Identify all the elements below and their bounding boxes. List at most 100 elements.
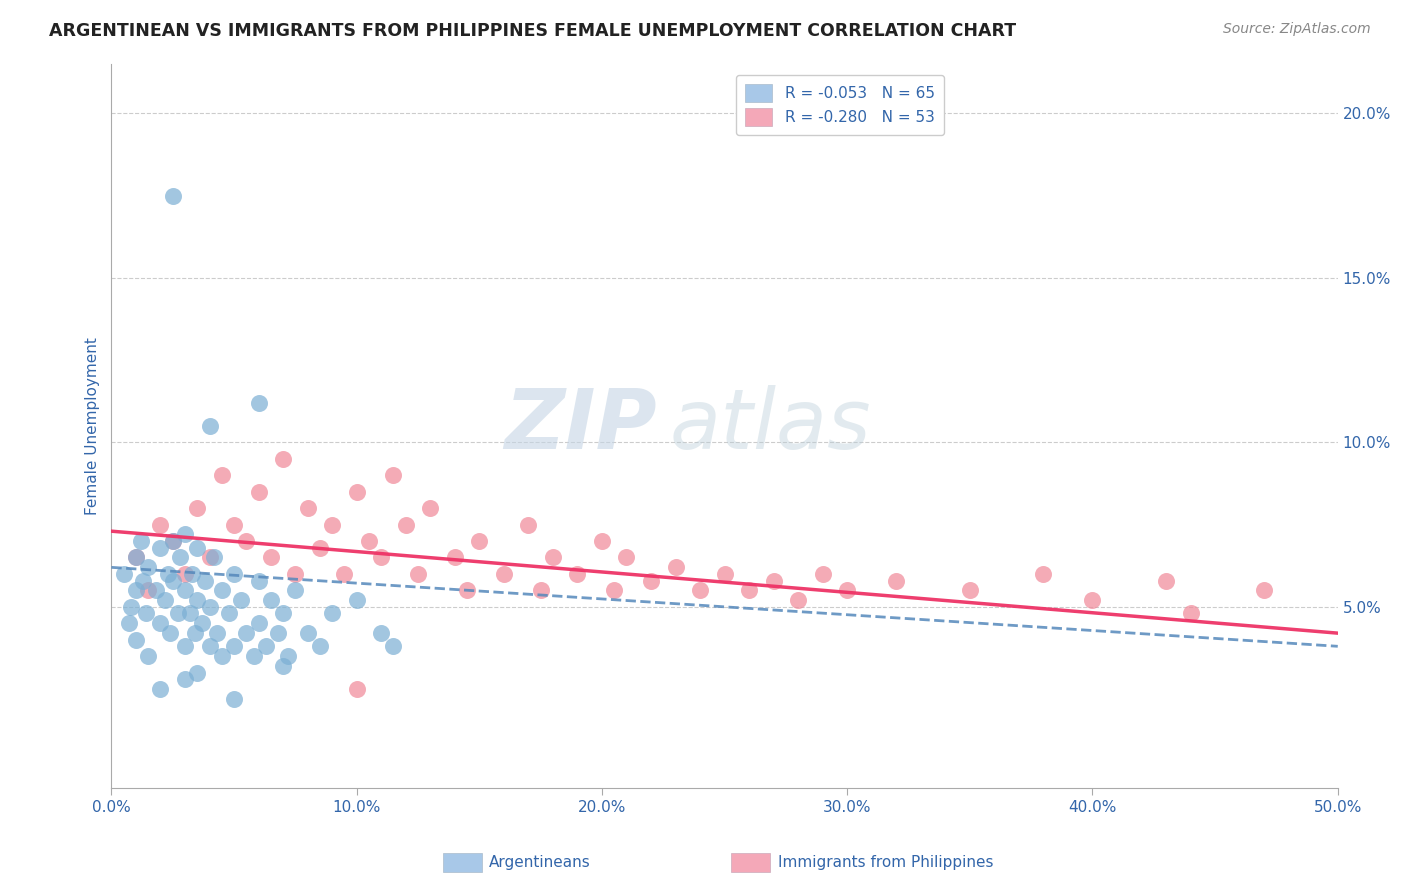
Point bbox=[247, 616, 270, 631]
Point bbox=[321, 517, 343, 532]
Point bbox=[211, 468, 233, 483]
Point bbox=[222, 517, 245, 532]
Point bbox=[191, 616, 214, 631]
Point bbox=[117, 616, 139, 631]
Point bbox=[162, 574, 184, 588]
Point bbox=[159, 626, 181, 640]
Point bbox=[247, 484, 270, 499]
Point bbox=[603, 583, 626, 598]
Point bbox=[149, 616, 172, 631]
Point bbox=[235, 626, 257, 640]
Legend: R = -0.053   N = 65, R = -0.280   N = 53: R = -0.053 N = 65, R = -0.280 N = 53 bbox=[735, 75, 943, 135]
Point bbox=[640, 574, 662, 588]
Point bbox=[125, 583, 148, 598]
Point bbox=[959, 583, 981, 598]
Point bbox=[419, 501, 441, 516]
Point bbox=[309, 541, 332, 555]
Point bbox=[181, 566, 204, 581]
Point bbox=[321, 607, 343, 621]
Point bbox=[149, 517, 172, 532]
Point bbox=[567, 566, 589, 581]
Point bbox=[395, 517, 418, 532]
Point bbox=[132, 574, 155, 588]
Point bbox=[162, 534, 184, 549]
Y-axis label: Female Unemployment: Female Unemployment bbox=[86, 337, 100, 515]
Point bbox=[125, 550, 148, 565]
Point bbox=[346, 681, 368, 696]
Point bbox=[530, 583, 553, 598]
Point bbox=[517, 517, 540, 532]
Point bbox=[271, 659, 294, 673]
Point bbox=[382, 468, 405, 483]
Point bbox=[211, 583, 233, 598]
Point bbox=[149, 541, 172, 555]
Point bbox=[145, 583, 167, 598]
Point bbox=[1154, 574, 1177, 588]
Point bbox=[136, 649, 159, 664]
Point bbox=[333, 566, 356, 581]
Point bbox=[616, 550, 638, 565]
Point bbox=[218, 607, 240, 621]
Point bbox=[136, 583, 159, 598]
Point bbox=[277, 649, 299, 664]
Point bbox=[297, 626, 319, 640]
Point bbox=[271, 607, 294, 621]
Point bbox=[1253, 583, 1275, 598]
Point bbox=[198, 418, 221, 433]
Point bbox=[184, 626, 207, 640]
Text: Argentineans: Argentineans bbox=[489, 855, 591, 870]
Point bbox=[135, 607, 157, 621]
Point bbox=[541, 550, 564, 565]
Point bbox=[492, 566, 515, 581]
Point bbox=[129, 534, 152, 549]
Point bbox=[254, 640, 277, 654]
Point bbox=[112, 566, 135, 581]
Point bbox=[456, 583, 478, 598]
Point bbox=[174, 672, 197, 686]
Point bbox=[222, 566, 245, 581]
Point bbox=[174, 527, 197, 541]
Point bbox=[174, 583, 197, 598]
Point bbox=[689, 583, 711, 598]
Point bbox=[231, 593, 253, 607]
Point bbox=[284, 583, 307, 598]
Point bbox=[222, 640, 245, 654]
Text: Source: ZipAtlas.com: Source: ZipAtlas.com bbox=[1223, 22, 1371, 37]
Point bbox=[179, 607, 201, 621]
Point bbox=[346, 484, 368, 499]
Point bbox=[664, 560, 686, 574]
Point bbox=[211, 649, 233, 664]
Point bbox=[242, 649, 264, 664]
Point bbox=[149, 681, 172, 696]
Point bbox=[204, 550, 226, 565]
Point bbox=[346, 593, 368, 607]
Point bbox=[186, 665, 208, 680]
Point bbox=[284, 566, 307, 581]
Point bbox=[811, 566, 834, 581]
Point bbox=[235, 534, 257, 549]
Point bbox=[169, 550, 191, 565]
Point bbox=[222, 692, 245, 706]
Text: Immigrants from Philippines: Immigrants from Philippines bbox=[778, 855, 993, 870]
Point bbox=[762, 574, 785, 588]
Point bbox=[309, 640, 332, 654]
Point bbox=[205, 626, 228, 640]
Point bbox=[162, 534, 184, 549]
Point bbox=[198, 550, 221, 565]
Point bbox=[468, 534, 491, 549]
Point bbox=[174, 640, 197, 654]
Point bbox=[247, 574, 270, 588]
Point bbox=[155, 593, 177, 607]
Point bbox=[443, 550, 465, 565]
Point bbox=[297, 501, 319, 516]
Point bbox=[884, 574, 907, 588]
Point bbox=[738, 583, 761, 598]
Point bbox=[125, 550, 148, 565]
Point bbox=[382, 640, 405, 654]
Point bbox=[186, 541, 208, 555]
Text: atlas: atlas bbox=[669, 385, 872, 467]
Point bbox=[162, 188, 184, 202]
Point bbox=[125, 632, 148, 647]
Point bbox=[1032, 566, 1054, 581]
Point bbox=[1180, 607, 1202, 621]
